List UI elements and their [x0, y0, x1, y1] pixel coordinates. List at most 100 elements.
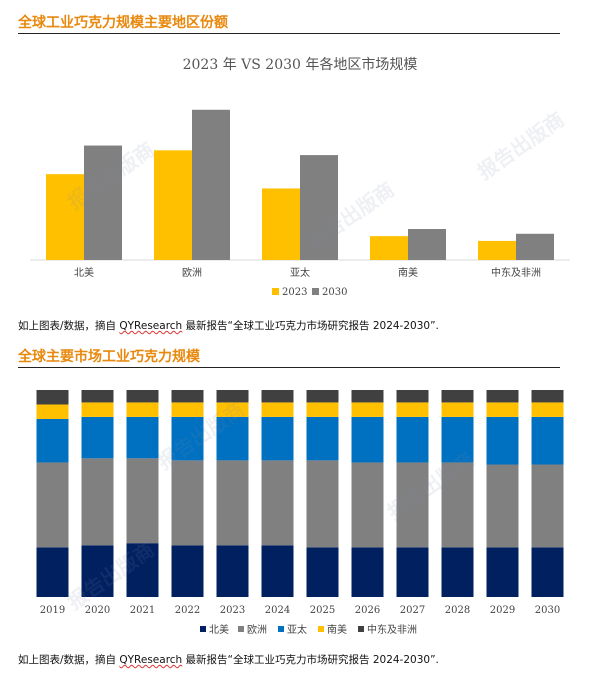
bar-北美-2030 — [531, 547, 564, 597]
x-tick-label: 南美 — [398, 266, 418, 279]
bar-欧洲-2026 — [351, 462, 384, 548]
legend-label-2023: 2023 — [282, 287, 307, 298]
bar-2023-2 — [262, 188, 300, 260]
x-tick-label: 亚太 — [290, 266, 310, 279]
bar-中东及非洲-2022 — [171, 390, 204, 403]
bar-中东及非洲-2021 — [126, 390, 159, 403]
x-tick-label: 2027 — [400, 605, 425, 616]
bar-中东及非洲-2028 — [441, 390, 474, 403]
legend-label-中东及非洲: 中东及非洲 — [367, 623, 417, 636]
x-tick-label: 2025 — [310, 605, 335, 616]
bar-北美-2027 — [396, 547, 429, 597]
legend-label-欧洲: 欧洲 — [247, 624, 267, 636]
bar-北美-2022 — [171, 545, 204, 597]
bar-2023-3 — [370, 236, 408, 260]
x-tick-label: 2026 — [355, 605, 380, 616]
bar-2023-1 — [154, 150, 192, 260]
bar-欧洲-2024 — [261, 460, 294, 546]
bar-欧洲-2021 — [126, 458, 159, 544]
bar-北美-2019 — [36, 547, 69, 597]
bar-南美-2021 — [126, 402, 159, 417]
bar-2030-3 — [408, 229, 446, 260]
legend-label-2030: 2030 — [322, 287, 347, 298]
bar-亚太-2029 — [486, 416, 519, 465]
x-tick-label: 2022 — [175, 605, 200, 616]
bar-欧洲-2019 — [36, 462, 69, 548]
bar-亚太-2028 — [441, 416, 474, 463]
bar-中东及非洲-2027 — [396, 390, 429, 403]
x-tick-label: 中东及非洲 — [491, 266, 541, 279]
bar-欧洲-2027 — [396, 462, 429, 548]
chart1-title: 2023 年 VS 2030 年各地区市场规模 — [182, 57, 418, 73]
bar-南美-2020 — [81, 402, 114, 417]
bar-中东及非洲-2024 — [261, 390, 294, 403]
bar-亚太-2026 — [351, 416, 384, 463]
bar-亚太-2020 — [81, 416, 114, 459]
bar-亚太-2022 — [171, 416, 204, 461]
bar-欧洲-2020 — [81, 458, 114, 546]
bar-北美-2020 — [81, 545, 114, 597]
bar-北美-2025 — [306, 547, 339, 597]
x-tick-label: 2019 — [40, 605, 65, 616]
bar-欧洲-2030 — [531, 464, 564, 548]
bar-南美-2028 — [441, 402, 474, 417]
caption2-suffix: 最新报告“全球工业巧克力市场研究报告 2024-2030”. — [182, 654, 439, 666]
section1-title: 全球工业巧克力规模主要地区份额 — [18, 15, 228, 31]
bar-2030-0 — [84, 145, 122, 260]
chart2-svg: 2019 2020 2021 2022 2023 2024 2025 2026 2027 2028… — [36, 390, 564, 636]
legend-label-南美: 南美 — [327, 623, 347, 636]
bar-2030-2 — [300, 155, 338, 260]
bar-欧洲-2025 — [306, 460, 339, 548]
bar-亚太-2021 — [126, 416, 159, 459]
bar-南美-2027 — [396, 402, 429, 417]
section2-rule — [18, 367, 560, 368]
bar-北美-2024 — [261, 545, 294, 597]
bar-南美-2025 — [306, 402, 339, 417]
bar-南美-2030 — [531, 402, 564, 417]
bar-中东及非洲-2025 — [306, 390, 339, 403]
bar-中东及非洲-2026 — [351, 390, 384, 403]
bar-亚太-2027 — [396, 416, 429, 463]
bar-欧洲-2028 — [441, 462, 474, 548]
bar-2023-0 — [46, 174, 84, 260]
bar-中东及非洲-2029 — [486, 390, 519, 403]
legend-swatch-中东及非洲 — [358, 626, 364, 632]
x-tick-label: 2023 — [220, 605, 245, 616]
bar-2023-4 — [478, 240, 516, 260]
x-tick-label: 北美 — [74, 266, 94, 279]
bar-中东及非洲-2030 — [531, 390, 564, 403]
legend-swatch-南美 — [318, 626, 324, 632]
bar-南美-2022 — [171, 402, 204, 417]
bar-欧洲-2023 — [216, 460, 249, 546]
bar-欧洲-2029 — [486, 464, 519, 548]
bar-中东及非洲-2023 — [216, 390, 249, 403]
legend-swatch-北美 — [200, 626, 206, 632]
bar-南美-2029 — [486, 402, 519, 417]
bar-亚太-2024 — [261, 416, 294, 461]
bar-亚太-2025 — [306, 416, 339, 461]
x-tick-label: 2021 — [130, 605, 155, 616]
legend-swatch-欧洲 — [238, 626, 244, 632]
bar-南美-2026 — [351, 402, 384, 417]
caption1-suffix: 最新报告“全球工业巧克力市场研究报告 2024-2030”. — [182, 320, 439, 332]
legend-swatch-亚太 — [278, 626, 284, 632]
x-tick-label: 2024 — [265, 605, 290, 616]
bar-亚太-2019 — [36, 418, 69, 463]
caption1-source: QYResearch — [119, 320, 183, 332]
section1-caption: 如上图表/数据，摘自 QYResearch 最新报告“全球工业巧克力市场研究报告… — [18, 318, 439, 333]
x-tick-label: 2030 — [535, 605, 560, 616]
bar-欧洲-2022 — [171, 460, 204, 546]
bar-北美-2023 — [216, 545, 249, 597]
bar-北美-2028 — [441, 547, 474, 597]
bar-南美-2019 — [36, 404, 69, 419]
x-tick-label: 2029 — [490, 605, 515, 616]
bar-2030-1 — [192, 109, 230, 260]
caption2-source: QYResearch — [119, 654, 183, 666]
x-tick-label: 欧洲 — [182, 267, 202, 279]
bar-南美-2024 — [261, 402, 294, 417]
section2-title: 全球主要市场工业巧克力规模 — [18, 349, 200, 365]
bar-2030-4 — [516, 233, 554, 260]
bar-北美-2026 — [351, 547, 384, 597]
legend-swatch-2030 — [312, 288, 319, 295]
section1-rule — [18, 33, 560, 34]
